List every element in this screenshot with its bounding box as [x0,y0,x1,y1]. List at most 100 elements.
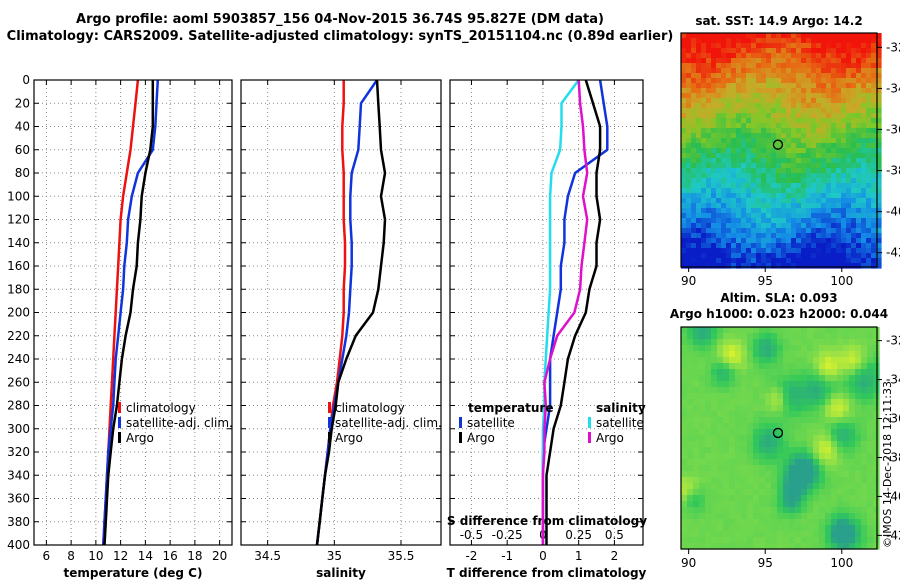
map-cell [686,248,692,254]
credit-text: ©IMOS 14-Dec-2018 12:11:33 [881,381,894,548]
map-cell [801,123,807,129]
map-cell [849,375,856,382]
tick-label-y: 340 [7,468,30,482]
map-cell [753,489,760,496]
map-cell [821,38,827,44]
map-cell [837,441,844,448]
map-cell [741,471,748,478]
map-cell [721,98,727,104]
map-cell [681,495,688,502]
map-cell [696,48,702,54]
map-cell [855,405,862,412]
map-cell [721,218,727,224]
map-cell [776,263,782,269]
map-cell [747,483,754,490]
map-cell [856,93,862,99]
map-cell [747,495,754,502]
map-cell [735,411,742,418]
map-cell [801,73,807,79]
map-cell [706,148,712,154]
map-cell [851,153,857,159]
map-cell [723,543,730,550]
map-cell [871,228,877,234]
map-cell [801,537,808,544]
map-cell [846,153,852,159]
map-cell [776,248,782,254]
map-cell [756,103,762,109]
map-cell [866,173,872,179]
map-cell [693,501,700,508]
map-cell [711,103,717,109]
map-cell [771,435,778,442]
map-cell [841,188,847,194]
map-cell [771,58,777,64]
map-cell [723,531,730,538]
map-cell [716,38,722,44]
map-cell [831,258,837,264]
map-cell [801,501,808,508]
map-cell [706,243,712,249]
map-cell [801,393,808,400]
map-cell [821,58,827,64]
map-cell [705,417,712,424]
map-cell [771,495,778,502]
map-cell [801,399,808,406]
map-cell [861,423,868,430]
map-cell [716,63,722,69]
map-cell [826,93,832,99]
map-cell [837,339,844,346]
map-cell [841,88,847,94]
legend-label: Argo [335,431,363,445]
map-cell [796,108,802,114]
map-cell [796,68,802,74]
map-cell [756,153,762,159]
map-cell [826,33,832,39]
map-cell [826,153,832,159]
legend-label: satellite-adj. clim. [126,416,233,430]
map-cell [776,88,782,94]
map-cell [811,83,817,89]
map-cell [841,203,847,209]
map-cell [705,459,712,466]
map-cell [706,48,712,54]
map-cell [841,43,847,49]
map-cell [746,158,752,164]
map-cell [851,218,857,224]
map-cell [701,123,707,129]
map-cell [716,188,722,194]
map-cell [786,113,792,119]
map-cell [776,208,782,214]
map-cell [795,501,802,508]
map-cell [783,411,790,418]
map-cell [855,513,862,520]
map-cell [876,123,882,129]
map-cell [861,258,867,264]
map-cell [701,133,707,139]
map-cell [731,78,737,84]
map-cell [691,223,697,229]
map-cell [791,178,797,184]
map-cell [753,519,760,526]
map-cell [699,453,706,460]
map-cell [741,178,747,184]
map-cell [837,393,844,400]
map-cell [841,173,847,179]
map-cell [726,123,732,129]
map-cell [843,417,850,424]
map-cell [705,411,712,418]
map-cell [866,168,872,174]
map-cell [776,253,782,259]
map-cell [771,399,778,406]
map-cell [786,123,792,129]
map-cell [813,525,820,532]
map-cell [871,183,877,189]
map-cell [816,243,822,249]
map-cell [741,339,748,346]
map-cell [786,253,792,259]
map-cell [711,168,717,174]
map-cell [699,351,706,358]
map-cell [841,98,847,104]
map-cell [871,78,877,84]
map-cell [876,153,882,159]
map-cell [801,531,808,538]
